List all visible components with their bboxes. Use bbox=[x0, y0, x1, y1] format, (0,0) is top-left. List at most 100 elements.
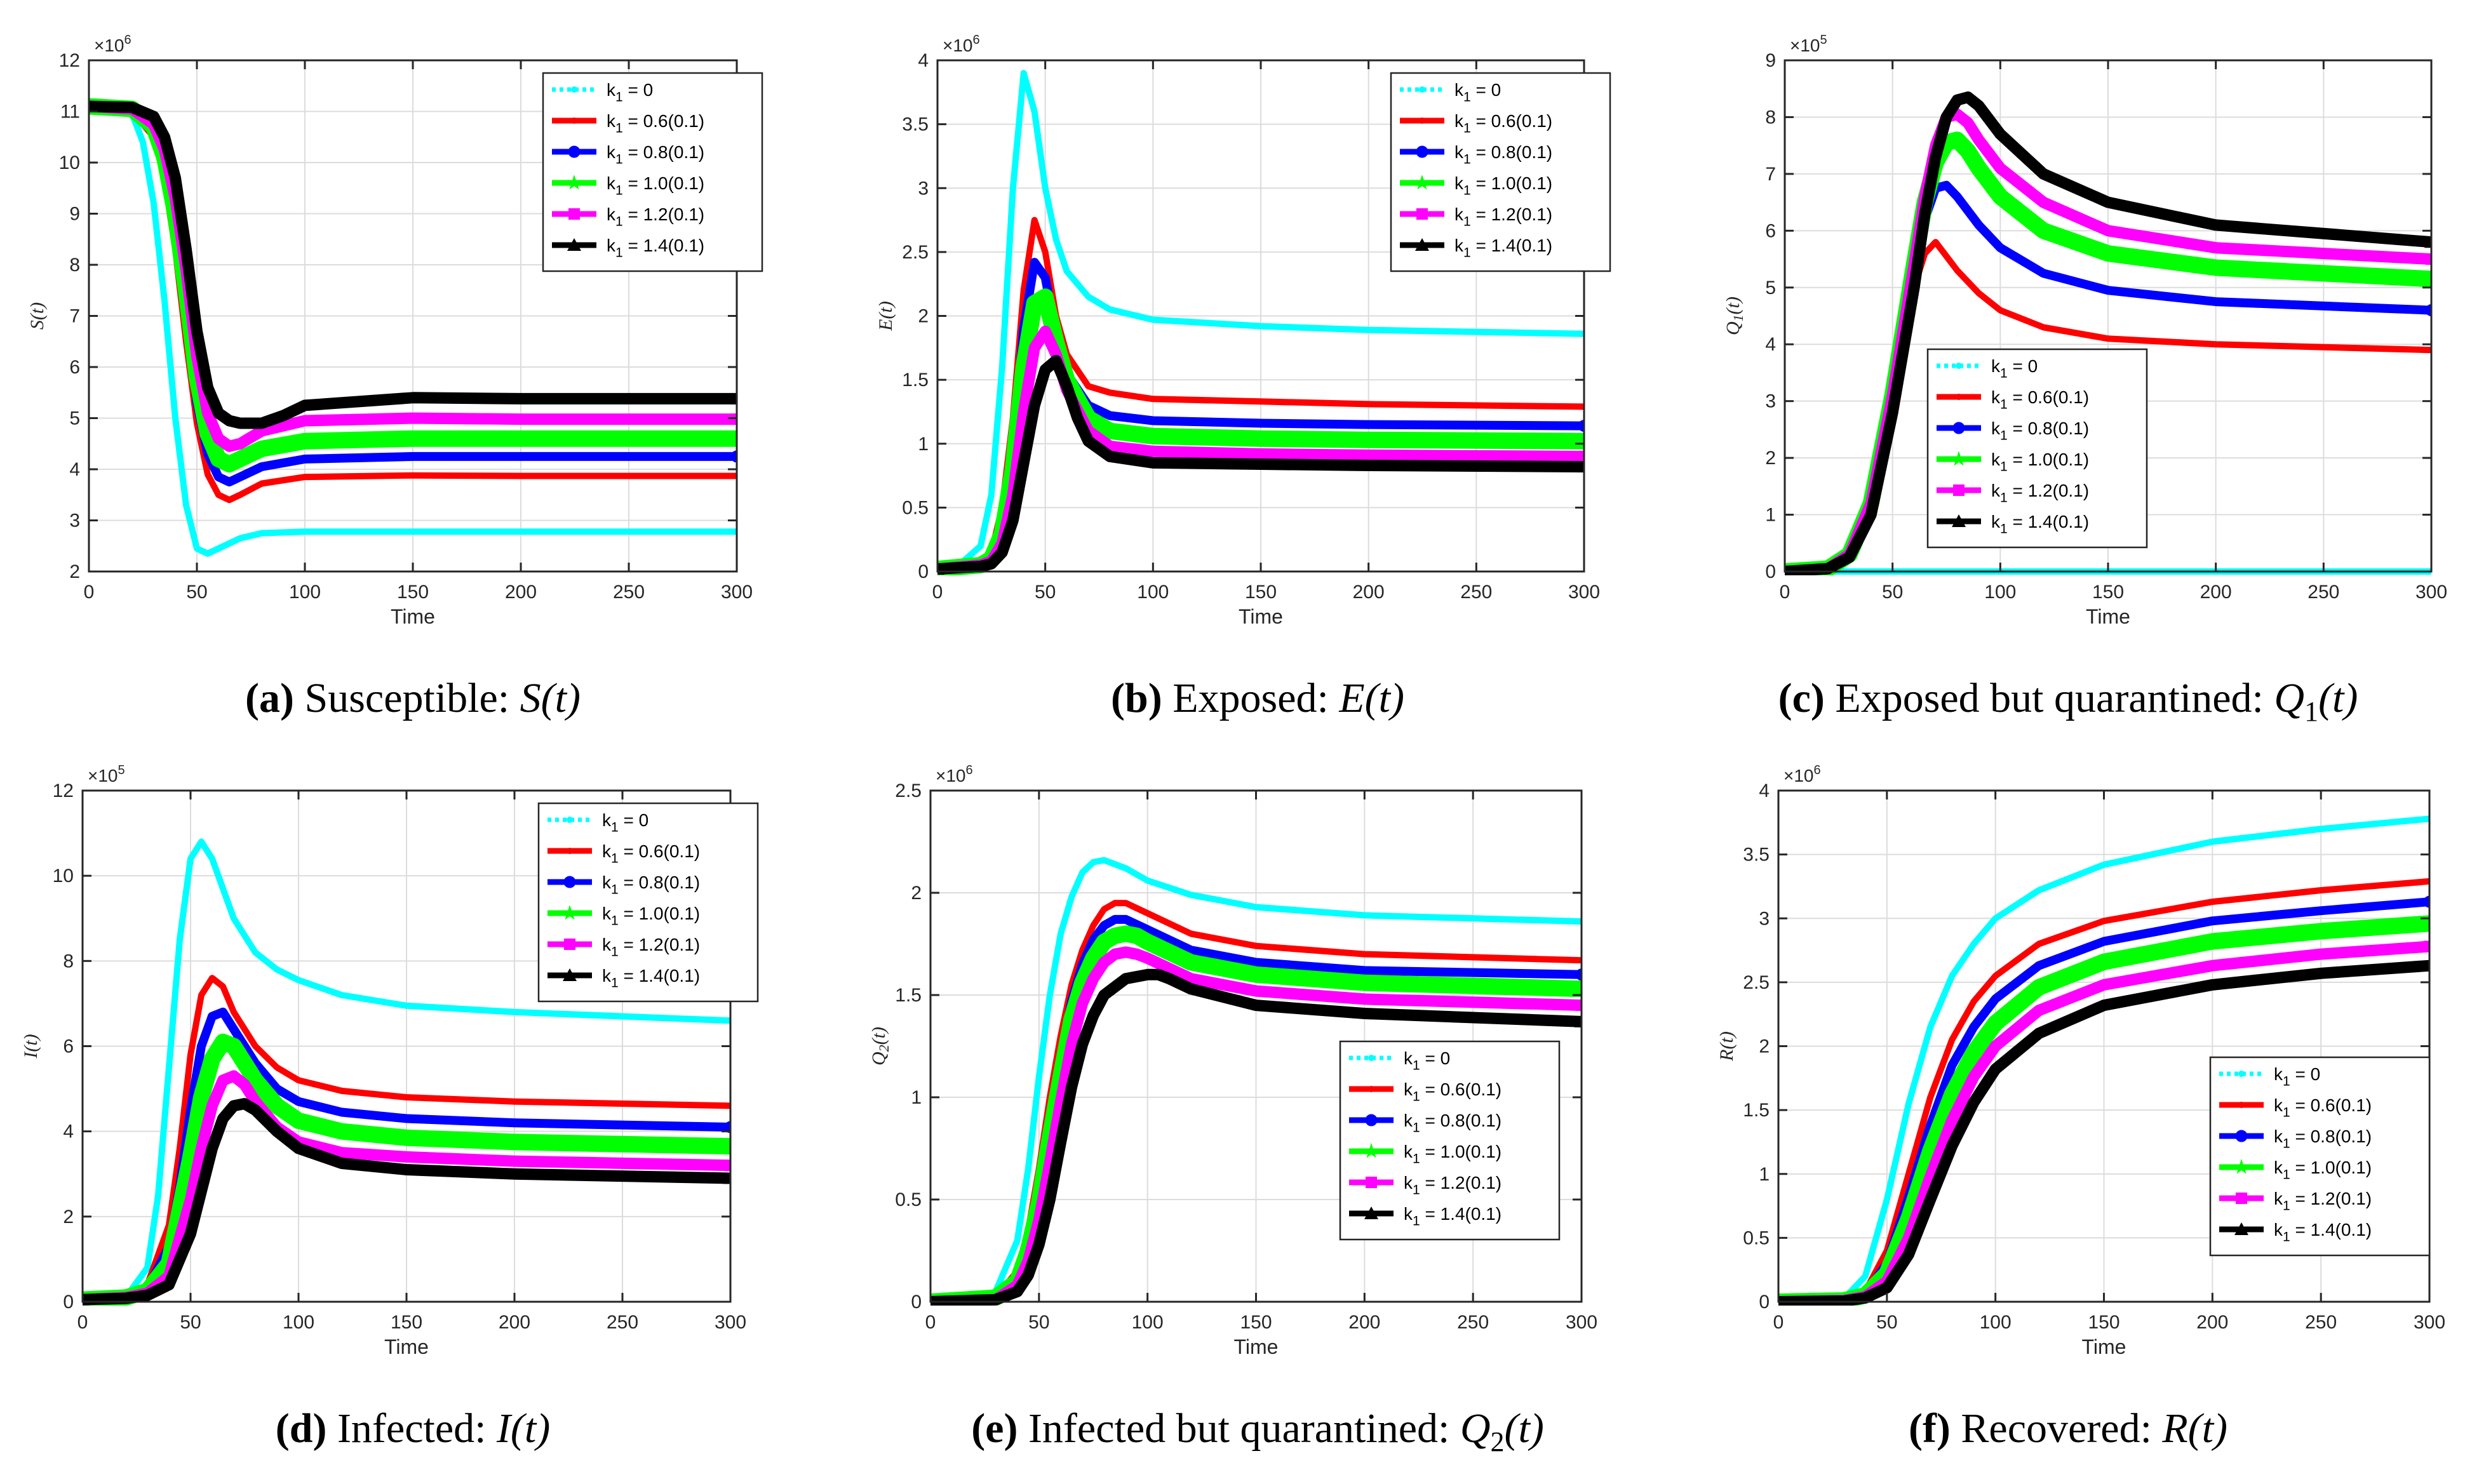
legend-marker bbox=[1365, 1114, 1378, 1126]
legend-label: k1 = 0.8(0.1) bbox=[602, 872, 700, 897]
y-tick-label: 9 bbox=[1765, 50, 1776, 71]
series-marker bbox=[729, 430, 737, 446]
series-group bbox=[1785, 91, 2431, 575]
series-marker bbox=[1778, 1295, 1785, 1306]
series-marker bbox=[1573, 980, 1582, 996]
series-marker bbox=[1578, 420, 1584, 432]
axis-exponent: ×105 bbox=[1790, 33, 1827, 55]
y-tick-label: 11 bbox=[60, 102, 80, 123]
y-tick-label: 0 bbox=[63, 1292, 74, 1313]
x-axis-label: Time bbox=[2086, 605, 2130, 628]
series-line-b-5 bbox=[937, 354, 1584, 575]
series-marker bbox=[2424, 940, 2429, 953]
x-tick-label: 100 bbox=[1137, 582, 1169, 603]
legend-marker bbox=[2235, 1130, 2248, 1142]
caption-c-text: Exposed but quarantined: bbox=[1835, 675, 2264, 721]
legend-marker bbox=[1952, 514, 1966, 527]
x-tick-label: 200 bbox=[505, 582, 537, 603]
legend-label: k1 = 1.0(0.1) bbox=[2274, 1158, 2372, 1182]
legend: k1 = 0 k1 = 0.6(0.1) k1 = 0.8(0.1) k1 = 1.0… bbox=[1339, 1040, 1561, 1241]
y-tick-label: 4 bbox=[63, 1121, 74, 1142]
legend-marker bbox=[567, 817, 573, 823]
y-tick-label: 1 bbox=[911, 1087, 922, 1108]
legend-label: k1 = 1.2(0.1) bbox=[1454, 204, 1552, 229]
y-tick-label: 10 bbox=[59, 152, 80, 173]
series-marker bbox=[1577, 459, 1584, 472]
legend: k1 = 0 k1 = 0.6(0.1) k1 = 0.8(0.1) k1 = 1.0… bbox=[542, 72, 763, 272]
y-tick-label: 3 bbox=[69, 511, 80, 531]
y-tick-label: 3 bbox=[918, 178, 929, 199]
legend-marker bbox=[1416, 145, 1428, 158]
x-axis-label: Time bbox=[1234, 1335, 1279, 1358]
legend-marker bbox=[1415, 238, 1429, 251]
legend-marker bbox=[1951, 451, 1967, 466]
x-tick-label: 150 bbox=[2092, 582, 2124, 603]
y-tick-label: 5 bbox=[69, 408, 80, 429]
x-tick-label: 150 bbox=[1240, 1312, 1272, 1333]
legend-marker bbox=[1416, 208, 1428, 220]
x-tick-label: 200 bbox=[1348, 1312, 1380, 1333]
x-tick-label: 150 bbox=[1245, 582, 1277, 603]
legend-marker bbox=[564, 939, 575, 950]
legend-marker bbox=[571, 86, 577, 93]
y-tick-label: 0 bbox=[1759, 1292, 1770, 1313]
chart-d: 0 50 100 150 200 250 300 0 2 4 6 8 10 12 ×105 Time I(t) k… bbox=[20, 763, 759, 1358]
x-tick-label: 50 bbox=[180, 1312, 201, 1333]
series-line-f-5 bbox=[1778, 959, 2429, 1306]
series-line-a-5 bbox=[89, 100, 737, 429]
y-tick-label: 2.5 bbox=[902, 242, 929, 263]
series-marker bbox=[730, 450, 737, 463]
caption-a-text: Susceptible: bbox=[304, 675, 510, 721]
y-tick-label: 2 bbox=[911, 883, 922, 904]
y-tick-label: 2.5 bbox=[1743, 972, 1770, 993]
chart-f: 0 50 100 150 200 250 300 0 0.5 1 1.5 2 2.5 3 3.5 4 ×106 T… bbox=[1716, 763, 2445, 1358]
legend-box bbox=[1339, 1040, 1561, 1241]
x-tick-label: 0 bbox=[84, 582, 95, 603]
legend-marker bbox=[1952, 422, 1965, 434]
legend-marker bbox=[566, 175, 582, 190]
series-line-d-4 bbox=[83, 1070, 730, 1306]
y-axis-label: S(t) bbox=[27, 302, 48, 330]
legend-label: k1 = 1.2(0.1) bbox=[1404, 1173, 1501, 1197]
legend: k1 = 0 k1 = 0.6(0.1) k1 = 0.8(0.1) k1 = 1.0… bbox=[1390, 72, 1611, 272]
series-marker bbox=[724, 1121, 730, 1133]
legend-label: k1 = 1.2(0.1) bbox=[602, 935, 700, 959]
x-tick-label: 50 bbox=[1028, 1312, 1049, 1333]
legend-marker bbox=[1366, 1177, 1377, 1188]
y-tick-label: 0.5 bbox=[902, 497, 929, 518]
x-tick-label: 0 bbox=[932, 582, 943, 603]
axis-exponent: ×106 bbox=[936, 763, 973, 785]
y-tick-label: 0 bbox=[918, 561, 929, 582]
series-group bbox=[83, 838, 730, 1306]
y-tick-label: 4 bbox=[1765, 334, 1776, 355]
series-marker bbox=[2425, 304, 2431, 317]
legend-marker bbox=[1363, 1143, 1380, 1158]
x-tick-label: 100 bbox=[289, 582, 321, 603]
y-tick-label: 0.5 bbox=[1743, 1227, 1770, 1248]
legend-label: k1 = 0.6(0.1) bbox=[1404, 1080, 1501, 1104]
series-line-d-1 bbox=[83, 975, 730, 1303]
chart-a: 0 50 100 150 200 250 300 2 3 4 5 6 7 8 9 10 11 12 ×106 Time… bbox=[27, 33, 763, 628]
x-tick-label: 100 bbox=[1980, 1312, 2012, 1333]
x-tick-label: 250 bbox=[1457, 1312, 1489, 1333]
y-tick-label: 8 bbox=[69, 255, 80, 276]
y-tick-label: 8 bbox=[63, 951, 74, 972]
series-marker bbox=[1785, 565, 1791, 575]
legend-label: k1 = 0.8(0.1) bbox=[1404, 1111, 1501, 1135]
x-tick-label: 0 bbox=[77, 1312, 88, 1333]
y-tick-label: 9 bbox=[69, 204, 80, 225]
y-tick-label: 7 bbox=[1765, 164, 1776, 185]
series-line-c-5 bbox=[1785, 91, 2431, 575]
legend-label: k1 = 1.4(0.1) bbox=[2274, 1220, 2372, 1244]
x-tick-label: 100 bbox=[1984, 582, 2016, 603]
y-tick-label: 2 bbox=[1759, 1036, 1770, 1057]
legend: k1 = 0 k1 = 0.6(0.1) k1 = 0.8(0.1) k1 = 1.0… bbox=[1926, 348, 2148, 549]
legend-marker bbox=[561, 905, 578, 920]
series-line-e-0 bbox=[930, 857, 1582, 1305]
x-tick-label: 300 bbox=[1568, 582, 1600, 603]
caption-a: (a) Susceptible: S(t) bbox=[0, 674, 826, 723]
legend-marker bbox=[2238, 1071, 2245, 1077]
caption-c: (c) Exposed but quarantined: Q1(t) bbox=[1664, 674, 2472, 728]
x-tick-label: 250 bbox=[2305, 1312, 2337, 1333]
